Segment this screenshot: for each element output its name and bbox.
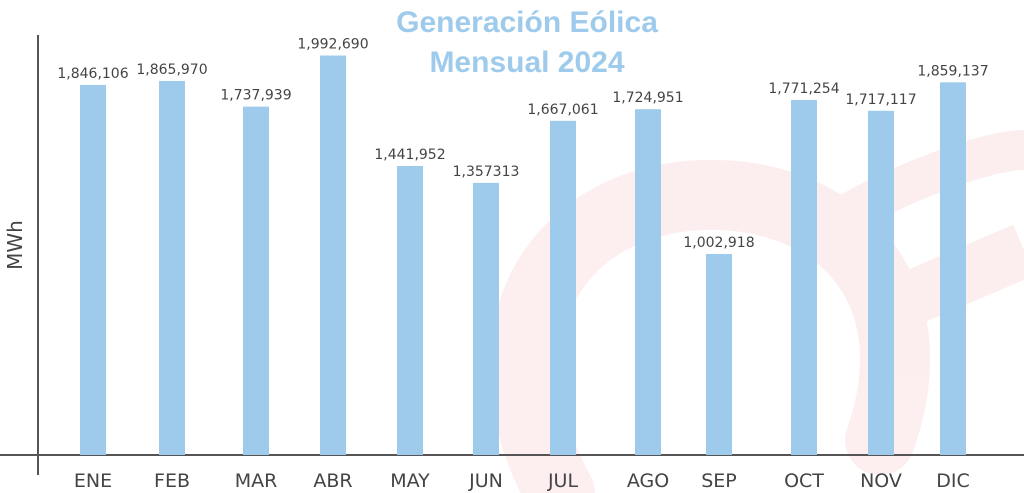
bar-abr <box>320 55 346 456</box>
value-label-feb: 1,865,970 <box>136 62 207 78</box>
value-label-jun: 1,357313 <box>453 164 520 180</box>
bar-feb <box>159 80 185 455</box>
chart-title-line-1: Generación Eólica <box>396 6 658 39</box>
x-tick-labels-group: ENE FEB MAR ABR MAY JUN JUL AGO SEP OCT NOV DIC <box>74 470 970 492</box>
x-tick-label-jun: JUN <box>468 470 503 492</box>
chart-title-line-2: Mensual 2024 <box>429 46 624 79</box>
x-tick-label-abr: ABR <box>313 470 352 492</box>
bar-oct <box>791 99 817 455</box>
bar-may <box>397 165 423 455</box>
bar-jun <box>473 182 499 455</box>
x-tick-label-dic: DIC <box>936 470 970 492</box>
value-label-ago: 1,724,951 <box>612 90 683 106</box>
bar-nov <box>868 110 894 455</box>
y-axis-label: MWh <box>3 220 27 270</box>
bar-mar <box>243 106 269 456</box>
x-tick-label-nov: NOV <box>860 470 902 492</box>
value-labels-group: 1,846,106 1,865,970 1,737,939 1,992,690 1,44… <box>57 37 988 251</box>
x-tick-label-mar: MAR <box>235 470 278 492</box>
value-label-abr: 1,992,690 <box>297 37 368 53</box>
x-tick-label-ago: AGO <box>627 470 669 492</box>
x-tick-label-oct: OCT <box>784 470 824 492</box>
x-tick-label-jul: JUL <box>547 470 579 492</box>
bar-sep <box>706 253 732 455</box>
x-tick-label-sep: SEP <box>701 470 737 492</box>
bar-ago <box>635 109 661 455</box>
value-label-ene: 1,846,106 <box>57 66 128 82</box>
value-label-mar: 1,737,939 <box>220 88 291 104</box>
value-label-dic: 1,859,137 <box>917 63 988 79</box>
x-tick-label-feb: FEB <box>154 470 190 492</box>
bar-dic <box>940 82 966 455</box>
value-label-oct: 1,771,254 <box>768 81 839 97</box>
value-label-nov: 1,717,117 <box>845 92 916 108</box>
bar-ene <box>80 84 106 455</box>
x-tick-label-ene: ENE <box>74 470 112 492</box>
bar-jul <box>550 120 576 455</box>
value-label-sep: 1,002,918 <box>683 235 754 251</box>
value-label-may: 1,441,952 <box>374 147 445 163</box>
bars-group <box>80 55 966 456</box>
x-tick-label-may: MAY <box>390 470 430 492</box>
value-label-jul: 1,667,061 <box>527 102 598 118</box>
